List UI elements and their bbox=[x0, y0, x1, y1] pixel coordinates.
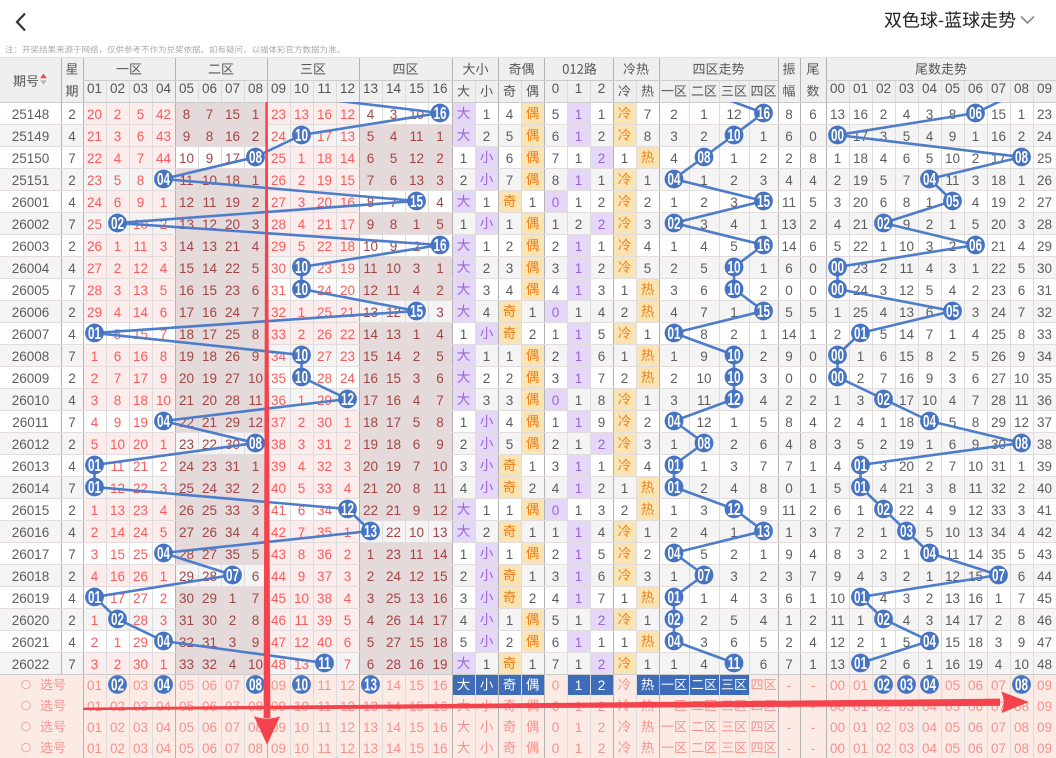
svg-text:04: 04 bbox=[667, 545, 681, 564]
svg-text:04: 04 bbox=[923, 171, 937, 190]
svg-text:06: 06 bbox=[969, 105, 982, 124]
svg-text:01: 01 bbox=[854, 479, 867, 498]
svg-text:06: 06 bbox=[969, 237, 982, 256]
svg-text:08: 08 bbox=[697, 435, 710, 454]
svg-text:00: 00 bbox=[831, 259, 844, 278]
svg-text:01: 01 bbox=[88, 589, 101, 608]
svg-text:01: 01 bbox=[854, 325, 867, 344]
svg-text:04: 04 bbox=[157, 633, 171, 652]
svg-text:10: 10 bbox=[295, 347, 308, 366]
svg-text:16: 16 bbox=[757, 105, 770, 124]
svg-text:04: 04 bbox=[923, 545, 937, 564]
svg-text:02: 02 bbox=[667, 611, 680, 630]
svg-text:08: 08 bbox=[249, 677, 262, 696]
svg-text:01: 01 bbox=[854, 457, 867, 476]
svg-text:01: 01 bbox=[667, 457, 680, 476]
svg-text:02: 02 bbox=[877, 391, 890, 410]
svg-text:05: 05 bbox=[946, 193, 959, 212]
svg-text:04: 04 bbox=[157, 413, 171, 432]
svg-text:13: 13 bbox=[364, 677, 377, 696]
svg-text:15: 15 bbox=[410, 303, 423, 322]
svg-text:00: 00 bbox=[831, 369, 844, 388]
svg-text:04: 04 bbox=[923, 413, 937, 432]
svg-text:15: 15 bbox=[757, 303, 770, 322]
svg-text:12: 12 bbox=[727, 391, 740, 410]
svg-text:01: 01 bbox=[667, 589, 680, 608]
svg-text:08: 08 bbox=[1015, 149, 1028, 168]
svg-text:12: 12 bbox=[727, 501, 740, 520]
svg-text:16: 16 bbox=[757, 237, 770, 256]
svg-text:07: 07 bbox=[226, 567, 239, 586]
svg-text:00: 00 bbox=[831, 127, 844, 146]
svg-text:02: 02 bbox=[877, 501, 890, 520]
svg-text:03: 03 bbox=[900, 677, 913, 696]
svg-text:07: 07 bbox=[697, 567, 710, 586]
svg-text:10: 10 bbox=[295, 281, 308, 300]
svg-text:08: 08 bbox=[1015, 677, 1028, 696]
svg-text:11: 11 bbox=[318, 655, 330, 674]
svg-text:02: 02 bbox=[111, 611, 124, 630]
svg-text:10: 10 bbox=[727, 281, 740, 300]
svg-text:04: 04 bbox=[157, 677, 171, 696]
svg-text:01: 01 bbox=[88, 457, 101, 476]
svg-text:01: 01 bbox=[667, 325, 680, 344]
svg-text:01: 01 bbox=[854, 655, 867, 674]
svg-text:10: 10 bbox=[727, 347, 740, 366]
svg-text:04: 04 bbox=[667, 633, 681, 652]
svg-text:12: 12 bbox=[341, 501, 354, 520]
svg-text:08: 08 bbox=[249, 149, 262, 168]
svg-text:15: 15 bbox=[410, 193, 423, 212]
svg-text:01: 01 bbox=[667, 479, 680, 498]
svg-text:10: 10 bbox=[727, 127, 740, 146]
svg-text:02: 02 bbox=[877, 215, 890, 234]
svg-text:04: 04 bbox=[667, 413, 681, 432]
svg-text:16: 16 bbox=[433, 237, 446, 256]
svg-text:03: 03 bbox=[900, 523, 913, 542]
svg-text:10: 10 bbox=[295, 127, 308, 146]
svg-text:08: 08 bbox=[1015, 435, 1028, 454]
svg-text:13: 13 bbox=[757, 523, 770, 542]
svg-text:05: 05 bbox=[946, 303, 959, 322]
svg-text:08: 08 bbox=[249, 435, 262, 454]
svg-text:01: 01 bbox=[88, 479, 101, 498]
svg-text:01: 01 bbox=[88, 325, 101, 344]
svg-text:02: 02 bbox=[877, 611, 890, 630]
svg-text:16: 16 bbox=[433, 105, 446, 124]
svg-text:04: 04 bbox=[157, 545, 171, 564]
svg-text:02: 02 bbox=[111, 677, 124, 696]
svg-text:02: 02 bbox=[877, 677, 890, 696]
svg-text:10: 10 bbox=[727, 259, 740, 278]
svg-text:10: 10 bbox=[295, 369, 308, 388]
svg-text:11: 11 bbox=[728, 655, 740, 674]
svg-text:04: 04 bbox=[923, 677, 937, 696]
svg-text:13: 13 bbox=[364, 523, 377, 542]
svg-text:12: 12 bbox=[341, 391, 354, 410]
svg-text:07: 07 bbox=[992, 567, 1005, 586]
svg-text:02: 02 bbox=[111, 215, 124, 234]
svg-text:10: 10 bbox=[727, 369, 740, 388]
svg-text:02: 02 bbox=[667, 215, 680, 234]
svg-text:04: 04 bbox=[667, 171, 681, 190]
svg-text:10: 10 bbox=[295, 259, 308, 278]
svg-text:01: 01 bbox=[854, 589, 867, 608]
svg-text:00: 00 bbox=[831, 281, 844, 300]
svg-text:08: 08 bbox=[697, 149, 710, 168]
svg-text:04: 04 bbox=[157, 171, 171, 190]
svg-text:10: 10 bbox=[295, 677, 308, 696]
svg-text:00: 00 bbox=[831, 347, 844, 366]
svg-text:15: 15 bbox=[757, 193, 770, 212]
svg-text:04: 04 bbox=[923, 633, 937, 652]
